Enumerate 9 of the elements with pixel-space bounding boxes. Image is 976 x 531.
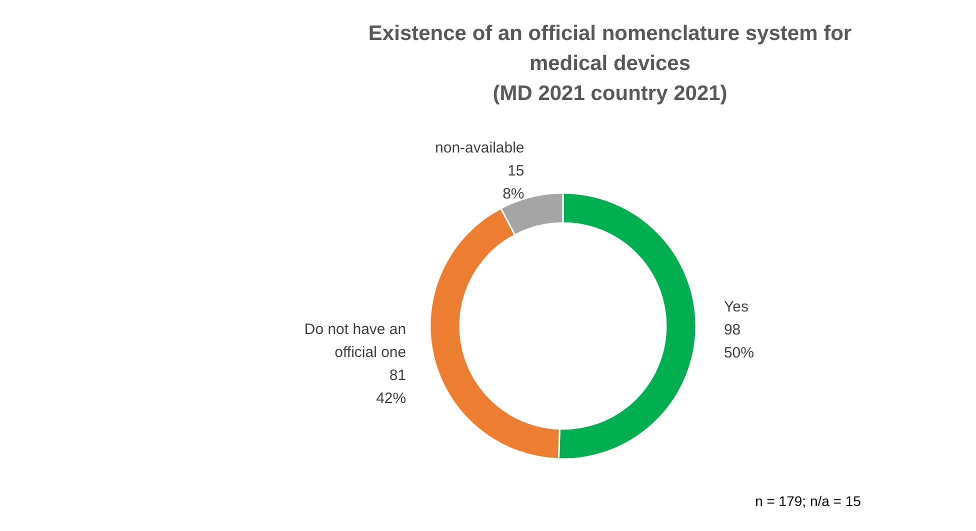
data-label: 98 50% <box>724 322 754 362</box>
slice-label: non-available <box>435 140 524 157</box>
data-label: 81 42% <box>376 367 406 408</box>
text: n = 179; n/a = 15 <box>755 493 862 509</box>
data-label: 15 8% <box>502 162 524 203</box>
slice-label: Yes <box>724 298 748 316</box>
chart-subtitle: (MD 2021 country 2021) <box>492 82 728 105</box>
chart-title: Existence of an official nomenclature system for medical devices <box>368 22 852 75</box>
slice-label: Do not have an official one <box>304 321 406 362</box>
